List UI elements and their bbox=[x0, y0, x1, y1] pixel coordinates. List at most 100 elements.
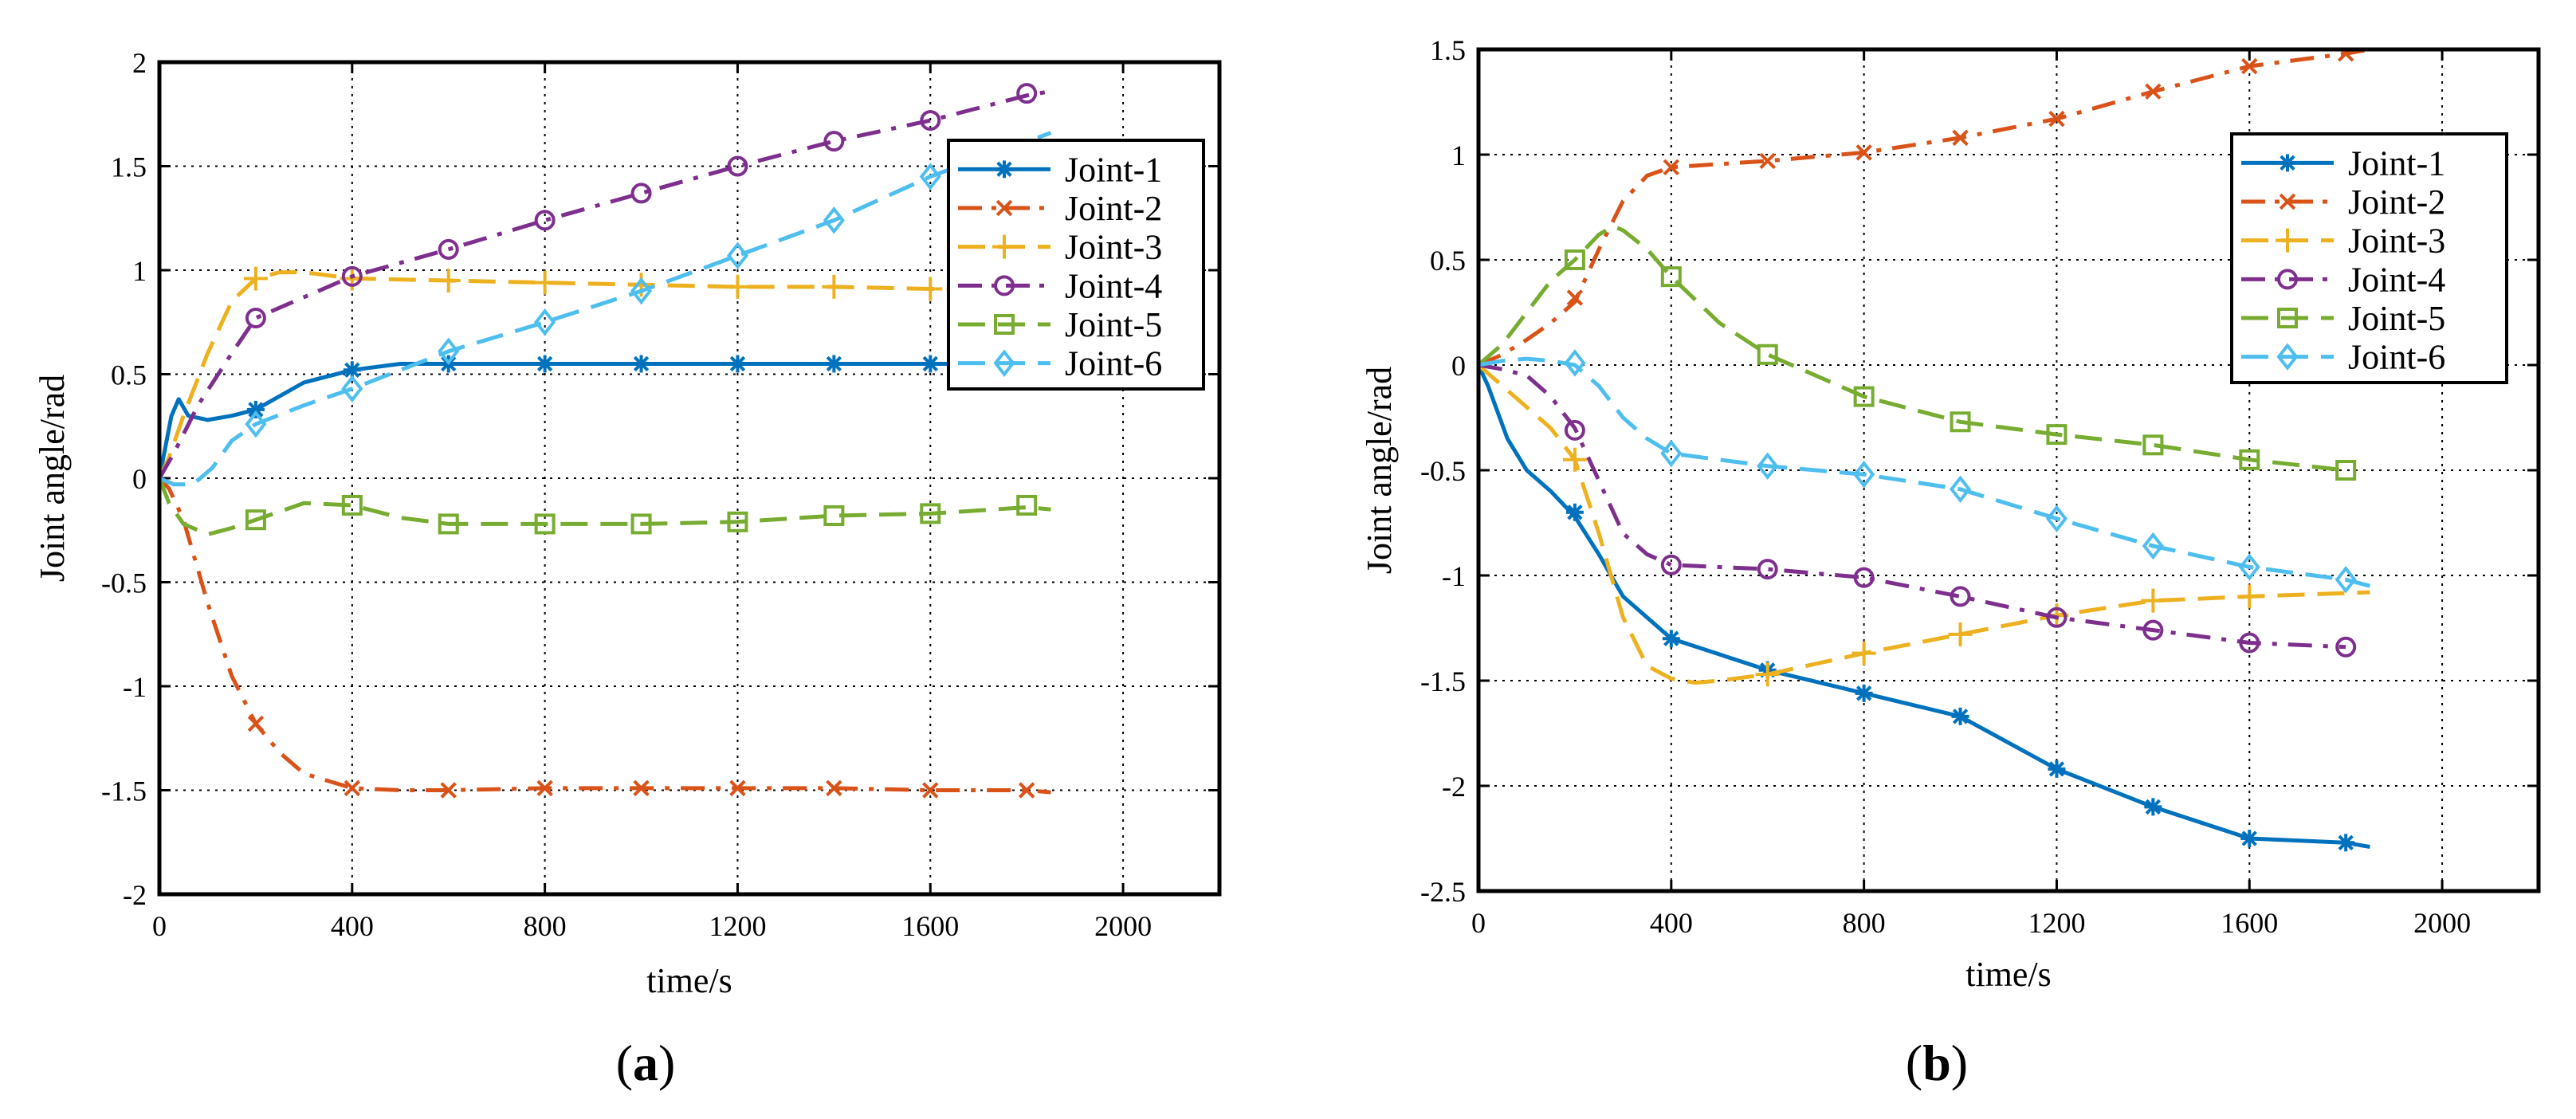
data-point-joint-1 bbox=[2337, 834, 2355, 852]
x-tick-label: 1200 bbox=[2028, 907, 2085, 939]
data-point-joint-1 bbox=[632, 355, 650, 373]
data-point-joint-2 bbox=[2048, 110, 2065, 128]
data-point-joint-6 bbox=[2045, 505, 2067, 532]
data-point-joint-4 bbox=[1564, 419, 1585, 441]
data-point-joint-5 bbox=[1564, 249, 1585, 270]
data-point-joint-2 bbox=[633, 779, 650, 797]
y-tick-label: -2 bbox=[1442, 771, 1466, 803]
series-line-joint-6 bbox=[1478, 356, 2371, 588]
x-tick-label: 400 bbox=[1650, 907, 1693, 939]
legend-marker bbox=[995, 199, 1013, 217]
data-point-joint-6 bbox=[245, 410, 267, 438]
data-point-joint-4 bbox=[1853, 567, 1875, 588]
y-axis-label: Joint angle/rad bbox=[33, 375, 72, 582]
data-point-joint-1 bbox=[2048, 760, 2066, 778]
data-point-joint-2 bbox=[1952, 129, 1969, 147]
data-point-joint-3 bbox=[532, 270, 557, 295]
data-point-joint-4 bbox=[534, 210, 556, 231]
y-tick-label: -1 bbox=[123, 671, 147, 703]
legend-marker bbox=[2277, 308, 2298, 328]
data-point-joint-2 bbox=[2145, 83, 2162, 100]
axes-frame bbox=[157, 60, 1222, 897]
data-point-joint-6 bbox=[919, 163, 941, 190]
data-point-joint-6 bbox=[2238, 553, 2260, 581]
data-point-joint-6 bbox=[1660, 439, 1683, 468]
y-tick-label: -2.5 bbox=[1420, 876, 1466, 908]
legend-entry-joint-4: Joint-4 bbox=[2348, 260, 2445, 299]
y-tick-label: 0.5 bbox=[1430, 245, 1466, 277]
data-point-joint-3 bbox=[918, 277, 943, 301]
x-axis-label: time/s bbox=[1965, 955, 2052, 994]
x-tick-label: 2000 bbox=[1094, 910, 1152, 942]
y-tick-label: -0.5 bbox=[101, 567, 147, 599]
data-point-joint-1 bbox=[728, 355, 747, 373]
data-point-joint-1 bbox=[1951, 707, 1969, 725]
data-point-joint-5 bbox=[2142, 434, 2164, 456]
data-point-joint-1 bbox=[246, 400, 265, 418]
data-point-joint-1 bbox=[2144, 798, 2162, 816]
data-point-joint-4 bbox=[1757, 559, 1778, 580]
x-tick-label: 400 bbox=[331, 910, 374, 942]
series-line-joint-2 bbox=[1478, 49, 2370, 367]
data-point-joint-1 bbox=[921, 355, 940, 373]
data-point-joint-4 bbox=[1660, 554, 1682, 575]
series-line-joint-1 bbox=[159, 362, 979, 479]
data-point-joint-3 bbox=[1562, 447, 1587, 472]
data-point-joint-6 bbox=[726, 241, 748, 269]
data-point-joint-5 bbox=[920, 503, 941, 524]
data-point-joint-5 bbox=[2046, 424, 2067, 446]
x-tick-label: 800 bbox=[1843, 907, 1886, 939]
data-point-joint-4 bbox=[341, 265, 363, 287]
x-tick-label: 0 bbox=[152, 910, 167, 942]
data-point-joint-6 bbox=[534, 308, 556, 336]
x-axis-label: time/s bbox=[646, 961, 732, 1000]
data-point-joint-1 bbox=[1662, 630, 1680, 648]
data-point-joint-2 bbox=[536, 779, 553, 797]
data-point-joint-1 bbox=[343, 361, 361, 379]
y-tick-label: 1 bbox=[1451, 139, 1466, 171]
legend-box bbox=[947, 139, 1205, 391]
x-tick-label: 1200 bbox=[709, 910, 766, 942]
x-tick-label: 1600 bbox=[2221, 907, 2278, 939]
x-tick-label: 1600 bbox=[901, 910, 959, 942]
y-tick-label: -1.5 bbox=[101, 775, 147, 807]
data-point-joint-3 bbox=[2141, 588, 2166, 613]
data-point-joint-6 bbox=[2334, 566, 2357, 594]
data-point-joint-4 bbox=[630, 183, 652, 204]
data-point-joint-4 bbox=[2335, 636, 2357, 658]
panel-letter: b bbox=[1922, 1035, 1951, 1091]
data-point-joint-5 bbox=[534, 513, 556, 535]
legend-marker bbox=[2276, 343, 2299, 371]
series-line-joint-4 bbox=[159, 89, 1051, 480]
data-point-joint-4 bbox=[2239, 632, 2260, 654]
legend-entry-joint-2: Joint-2 bbox=[2348, 183, 2445, 222]
data-point-joint-2 bbox=[922, 782, 939, 799]
data-point-joint-5 bbox=[1016, 494, 1038, 516]
legend-marker bbox=[2279, 154, 2296, 172]
data-point-joint-6 bbox=[1950, 475, 1972, 503]
data-point-joint-2 bbox=[2241, 57, 2258, 75]
series-group bbox=[159, 83, 1052, 799]
series-line-joint-5 bbox=[1478, 224, 2346, 473]
data-point-joint-4 bbox=[2142, 619, 2164, 641]
series-group bbox=[1478, 49, 2371, 852]
panel-label: (b) bbox=[1906, 1035, 1968, 1091]
data-point-joint-3 bbox=[243, 266, 268, 291]
series-line-joint-5 bbox=[159, 477, 1051, 536]
legend-entry-joint-3: Joint-3 bbox=[2348, 222, 2445, 261]
y-tick-label: 1 bbox=[132, 255, 147, 287]
chart-panel-a: 0 400 800 1200 1600 2000 -2 -1.5 -1 -0.5 0 0.5 1 1.5 2… bbox=[33, 47, 1222, 1091]
data-point-joint-6 bbox=[1564, 349, 1586, 377]
legend-entry-joint-5: Joint-5 bbox=[1065, 305, 1162, 344]
x-tick-label: 800 bbox=[524, 910, 567, 942]
x-tick-label: 0 bbox=[1471, 907, 1486, 939]
data-point-joint-5 bbox=[245, 509, 266, 531]
y-tick-label: 0 bbox=[132, 463, 147, 495]
data-point-joint-2 bbox=[1759, 152, 1776, 170]
legend-marker bbox=[2276, 228, 2299, 253]
legend-marker bbox=[993, 349, 1015, 377]
data-point-joint-3 bbox=[725, 274, 750, 299]
y-tick-label: -0.5 bbox=[1420, 455, 1466, 487]
legend-marker bbox=[2277, 269, 2298, 290]
